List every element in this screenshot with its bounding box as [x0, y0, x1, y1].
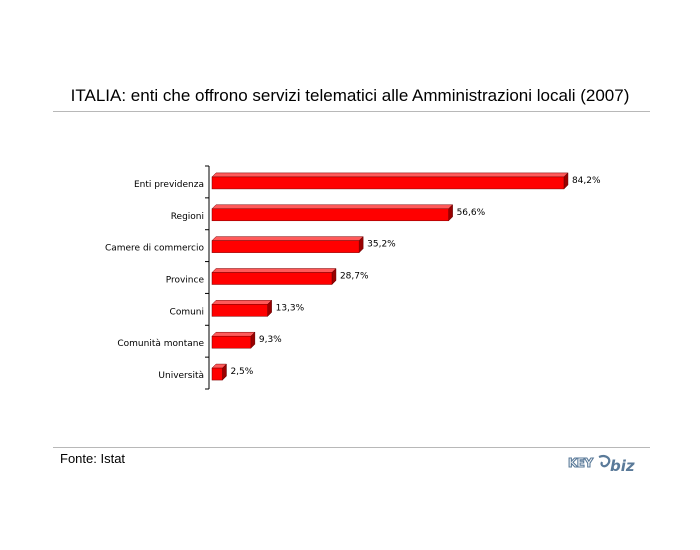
- category-label: Enti previdenza: [134, 180, 204, 190]
- chart-title: ITALIA: enti che offrono servizi telemat…: [70, 86, 630, 105]
- svg-text:KEY: KEY: [568, 456, 593, 470]
- bar-front-face: [211, 272, 333, 285]
- bar: [211, 204, 454, 222]
- bar: [211, 299, 273, 317]
- bar: [211, 267, 337, 286]
- value-label: 2,5%: [230, 367, 253, 377]
- footer-divider: [53, 447, 650, 448]
- bar-top-face: [211, 300, 273, 305]
- bar-front-face: [211, 367, 223, 381]
- svg-text:biz: biz: [610, 457, 635, 475]
- bar: [211, 172, 569, 190]
- bar-top-face: [211, 172, 569, 178]
- category-label: Province: [166, 276, 205, 286]
- source-note: Fonte: Istat: [60, 451, 126, 466]
- category-labels: Enti previdenza Regioni Camere di commerci…: [105, 180, 205, 381]
- value-labels: 84,2% 56,6% 35,2% 28,7% 13,3% 9,3% 2,5%: [230, 176, 601, 377]
- value-label: 84,2%: [572, 176, 601, 186]
- title-divider: [53, 111, 650, 112]
- category-label: Camere di commercio: [105, 244, 205, 254]
- bar-top-face: [211, 331, 256, 337]
- bar-front-face: [211, 304, 268, 317]
- bar-top-face: [211, 236, 364, 241]
- bar: [211, 236, 364, 254]
- value-label: 13,3%: [276, 303, 305, 313]
- category-label: Università: [158, 371, 204, 381]
- bar: [211, 363, 228, 381]
- category-label: Comuni: [170, 307, 204, 317]
- bar-group: [211, 172, 569, 381]
- bar-top-face: [211, 268, 337, 273]
- bar-front-face: [211, 208, 449, 222]
- bar-front-face: [211, 335, 252, 349]
- value-label: 9,3%: [259, 335, 282, 345]
- category-label: Regioni: [171, 212, 204, 222]
- bar: [211, 331, 256, 349]
- bar-front-face: [211, 240, 360, 253]
- bar-top-face: [211, 204, 454, 210]
- bar-front-face: [211, 176, 565, 190]
- y-axis-ticks: [205, 165, 209, 390]
- value-label: 28,7%: [340, 272, 369, 282]
- category-label: Comunità montane: [117, 339, 204, 349]
- value-label: 56,6%: [457, 208, 486, 218]
- key4biz-logo: KEY biz: [567, 455, 635, 475]
- value-label: 35,2%: [367, 240, 396, 250]
